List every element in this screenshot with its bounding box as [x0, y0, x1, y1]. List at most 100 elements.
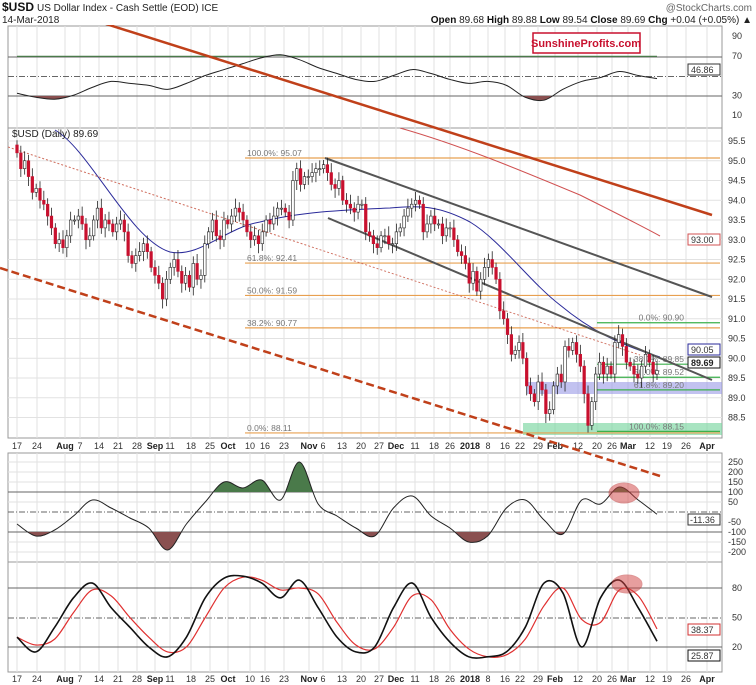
cci-panel [7, 452, 723, 563]
x-tick-label: 13 [337, 674, 347, 684]
candle-body [161, 282, 165, 300]
candle-body [237, 207, 241, 213]
candle-body [548, 409, 552, 414]
x-tick-label: 26 [445, 441, 455, 451]
candle-body [429, 215, 433, 225]
x-tick-label: Sep [147, 674, 164, 684]
x-tick-label: Feb [547, 441, 564, 451]
candle-body [23, 160, 27, 169]
candle-body [333, 184, 337, 189]
fib-right-label: 61.8%: 89.20 [634, 380, 684, 390]
candle-body [613, 342, 617, 375]
x-tick-label: 22 [515, 441, 525, 451]
price-tick-label: 95.0 [728, 156, 746, 166]
candle-body [620, 334, 625, 347]
candle-body [180, 271, 184, 284]
candle-body [295, 168, 299, 181]
x-tick-label: 12 [645, 674, 655, 684]
x-tick-label: 29 [533, 674, 543, 684]
candle-body [513, 350, 517, 355]
candle-body [563, 346, 567, 383]
sma50-value: 90.05 [691, 345, 714, 355]
sma200-line [399, 128, 661, 237]
x-tick-label: 18 [429, 674, 439, 684]
candle-body [141, 243, 146, 252]
candle-body [433, 215, 437, 225]
candle-body [540, 381, 544, 391]
candle-body [448, 227, 452, 230]
fib-left-label: 0.0%: 88.11 [247, 423, 292, 433]
x-axis-labels-bottom: 17 24 Aug 7 14 21 28 Sep 11 18 25 Oct 10 16 23 Nov 6 13 20… [12, 674, 715, 684]
candle-body [245, 219, 249, 233]
y-axes: 95.5 95.0 94.5 94.0 93.5 93.0 92.5 92.0 91.5 91.0… [728, 31, 746, 652]
candle-body [647, 354, 651, 363]
open-label: Open [431, 15, 457, 26]
low-value: 89.54 [563, 15, 588, 26]
cci-line [16, 461, 658, 551]
candle-body [118, 219, 123, 225]
candle-body [571, 342, 575, 351]
x-tick-label: 16 [500, 674, 510, 684]
high-value: 89.88 [512, 15, 537, 26]
x-tick-label: 11 [410, 441, 419, 451]
candle-body [617, 334, 621, 343]
candle-body [467, 263, 471, 284]
candle-body [597, 361, 602, 375]
candle-body [318, 168, 322, 170]
candle-body [268, 219, 272, 225]
candle-body [452, 227, 456, 241]
x-tick-label: 27 [374, 674, 384, 684]
candle-body [590, 401, 594, 426]
fib-right-label: 50.0%: 89.52 [634, 367, 684, 377]
cci-tick-label: -150 [728, 537, 746, 547]
candle-body [444, 227, 448, 237]
candle-body [498, 278, 502, 312]
rsi-tick-label: 10 [732, 110, 742, 120]
candle-body [233, 207, 238, 217]
candle-body [601, 361, 605, 375]
candle-body [494, 267, 498, 280]
candle-body [364, 203, 368, 233]
candle-body [306, 176, 310, 178]
candle-body [367, 231, 372, 237]
candle-body [203, 243, 207, 276]
x-tick-label: 14 [94, 674, 104, 684]
candle-body [536, 381, 540, 403]
candle-body [253, 235, 257, 241]
candle-body [298, 168, 303, 185]
x-tick-label: 26 [445, 674, 455, 684]
candle-body [352, 207, 356, 213]
candle-body [145, 243, 149, 252]
x-tick-label: Sep [147, 441, 164, 451]
rsi-line [16, 54, 658, 102]
stoch-tick-label: 80 [732, 583, 742, 593]
candle-body [172, 259, 176, 268]
x-tick-label: 18 [186, 441, 196, 451]
candle-body [502, 310, 506, 320]
candle-body [555, 373, 559, 387]
candle-body [249, 231, 253, 241]
candle-body [425, 223, 429, 233]
price-tick-label: 89.5 [728, 373, 746, 383]
candle-body [199, 275, 203, 280]
candle-body [279, 207, 284, 210]
sma200-value-box [687, 233, 721, 246]
candle-body [176, 259, 180, 272]
stoch-d-line [16, 576, 658, 658]
x-tick-label: 26 [607, 674, 617, 684]
candle-body [390, 243, 395, 246]
close-label: Close [590, 15, 618, 26]
x-tick-label: 13 [337, 441, 347, 451]
candle-body [34, 188, 38, 193]
candle-body [436, 223, 441, 226]
candle-body [325, 164, 330, 173]
change-up-icon: ▲ [742, 15, 752, 26]
x-tick-label: Feb [547, 674, 564, 684]
candle-body [321, 164, 326, 169]
candle-body [134, 255, 138, 264]
copyright: @StockCharts.com [666, 3, 752, 14]
candle-body [88, 235, 92, 241]
candle-body [95, 207, 100, 221]
x-tick-label: 23 [279, 441, 289, 451]
x-tick-label: 26 [607, 441, 617, 451]
